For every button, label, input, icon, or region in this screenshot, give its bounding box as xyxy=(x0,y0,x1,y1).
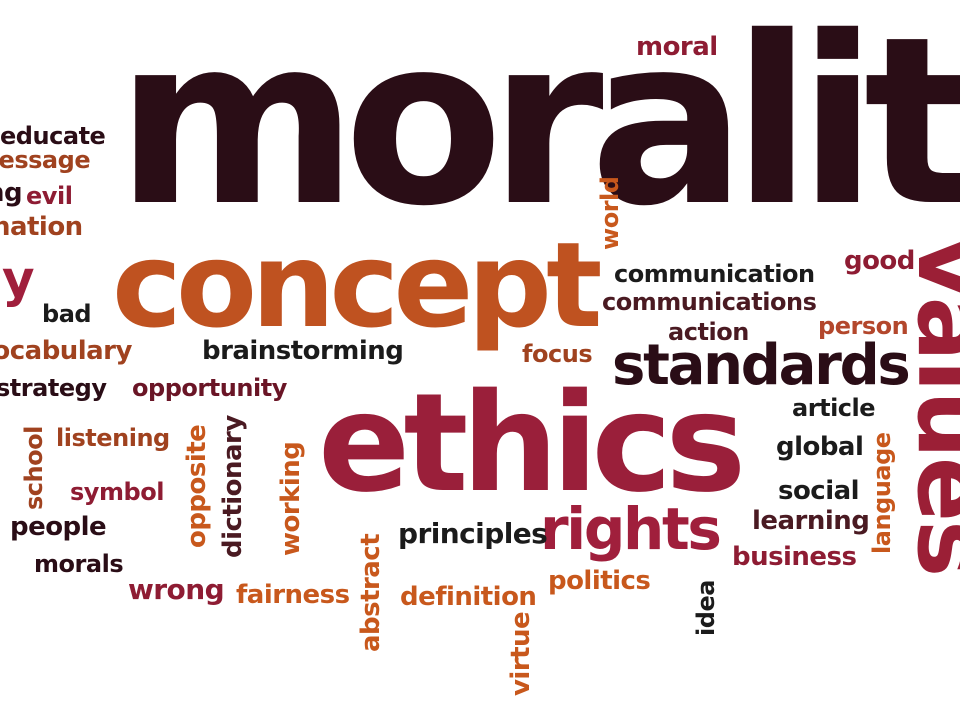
word-people: people xyxy=(10,512,107,542)
word-person: person xyxy=(818,312,909,340)
word-moral: moral xyxy=(636,32,718,62)
word-educate: educate xyxy=(0,122,106,150)
word-evil: evil xyxy=(26,182,73,210)
word-communications: communications xyxy=(602,288,817,316)
word-good: good xyxy=(844,246,915,276)
word-principles: principles xyxy=(398,517,548,550)
word-learning: learning xyxy=(752,506,870,536)
word-article: article xyxy=(792,394,876,422)
word-nation: nation xyxy=(0,212,83,242)
word-opportunity: opportunity xyxy=(132,374,287,402)
word-idea: idea xyxy=(692,580,720,636)
word-abstract: abstract xyxy=(356,533,386,652)
word-concept: concept xyxy=(112,216,602,354)
word-world: world xyxy=(596,176,624,250)
word-virtue: virtue xyxy=(506,611,536,696)
word-rights: rights xyxy=(540,495,722,563)
word-ethics: ethics xyxy=(318,365,746,523)
word-action: action xyxy=(668,318,749,346)
word-values: values xyxy=(896,236,960,576)
word-vocabulary: vocabulary xyxy=(0,336,132,366)
word-morality: morality xyxy=(116,0,960,257)
word-y: y xyxy=(2,250,35,308)
word-symbol: symbol xyxy=(70,478,164,506)
word-message: message xyxy=(0,146,91,174)
word-social: social xyxy=(778,476,860,506)
word-language: language xyxy=(868,432,896,554)
word-global: global xyxy=(776,432,864,462)
word-brainstorming: brainstorming xyxy=(202,336,404,366)
word-strategy: strategy xyxy=(0,374,107,402)
word-school: school xyxy=(20,426,48,510)
word-business: business xyxy=(732,542,857,572)
word-working: working xyxy=(276,441,306,556)
word-listening: listening xyxy=(56,424,170,452)
word-focus: focus xyxy=(522,340,593,368)
word-ng: ng xyxy=(0,178,23,208)
word-morals: morals xyxy=(34,550,124,578)
word-opposite: opposite xyxy=(182,424,212,548)
word-wrong: wrong xyxy=(128,573,225,606)
word-communication: communication xyxy=(614,260,815,288)
word-politics: politics xyxy=(548,566,651,596)
word-fairness: fairness xyxy=(236,580,350,610)
word-standards: standards xyxy=(612,333,911,398)
word-bad: bad xyxy=(42,300,92,328)
word-dictionary: dictionary xyxy=(218,415,248,558)
word-definition: definition xyxy=(400,582,537,612)
